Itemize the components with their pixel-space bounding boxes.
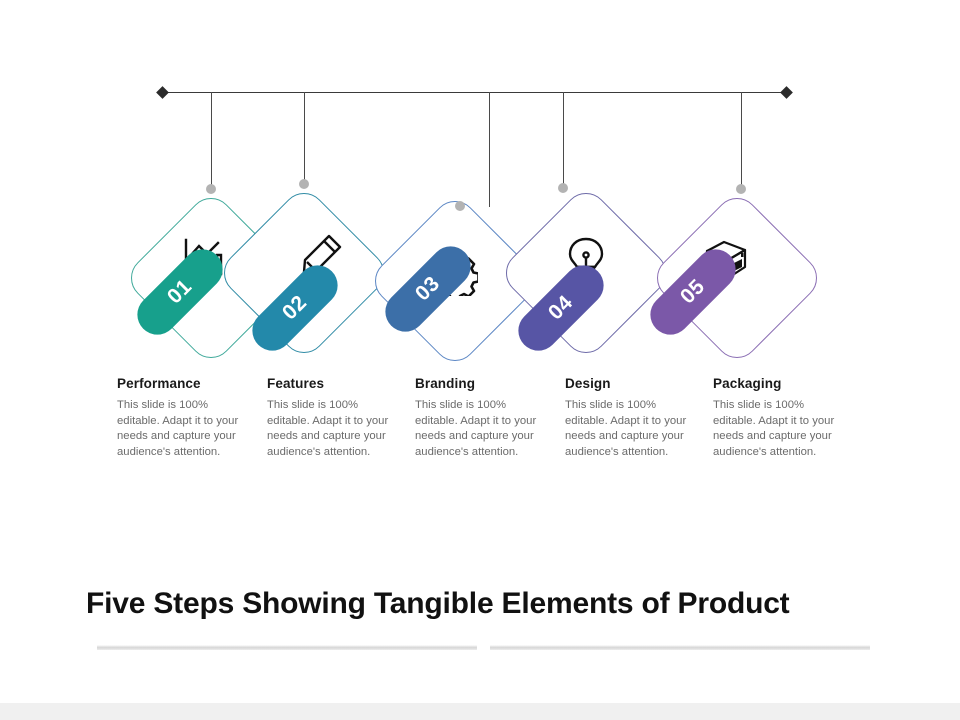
step-text-3: Branding This slide is 100% editable. Ad…: [415, 376, 540, 460]
step-heading-3: Branding: [415, 376, 476, 391]
step-text-1: Performance This slide is 100% editable.…: [117, 376, 242, 460]
drop-line-5: [741, 92, 742, 189]
step-number-5: 05: [675, 274, 710, 309]
title-divider-right: [490, 645, 870, 650]
slide-canvas: 01 Performance This slide is 100% editab…: [86, 86, 870, 650]
rail-right-diamond-icon: [780, 86, 793, 99]
step-number-4: 04: [543, 290, 578, 325]
step-text-5: Packaging This slide is 100% editable. A…: [713, 376, 838, 460]
node-dot-5: [736, 184, 746, 194]
step-body-3: This slide is 100% editable. Adapt it to…: [415, 399, 537, 458]
step-body-1: This slide is 100% editable. Adapt it to…: [117, 399, 239, 458]
timeline-rail: [162, 92, 786, 93]
step-heading-1: Performance: [117, 376, 201, 391]
title-divider-left: [97, 645, 477, 650]
node-dot-4: [558, 183, 568, 193]
node-dot-2: [299, 179, 309, 189]
page-title: Five Steps Showing Tangible Elements of …: [86, 587, 790, 620]
step-heading-2: Features: [267, 376, 325, 391]
step-text-4: Design This slide is 100% editable. Adap…: [565, 376, 690, 460]
step-number-3: 03: [410, 271, 445, 306]
step-number-1: 01: [162, 274, 197, 309]
drop-line-4: [563, 92, 564, 189]
step-heading-4: Design: [565, 376, 611, 391]
step-body-4: This slide is 100% editable. Adapt it to…: [565, 399, 687, 458]
drop-line-2: [304, 92, 305, 184]
step-text-2: Features This slide is 100% editable. Ad…: [267, 376, 392, 460]
drop-line-3: [489, 92, 490, 207]
rail-left-diamond-icon: [156, 86, 169, 99]
node-dot-3: [455, 201, 465, 211]
bottom-band: [0, 703, 960, 720]
step-heading-5: Packaging: [713, 376, 782, 391]
node-dot-1: [206, 184, 216, 194]
drop-line-1: [211, 92, 212, 189]
step-number-2: 02: [277, 290, 312, 325]
step-body-2: This slide is 100% editable. Adapt it to…: [267, 399, 389, 458]
step-body-5: This slide is 100% editable. Adapt it to…: [713, 399, 835, 458]
